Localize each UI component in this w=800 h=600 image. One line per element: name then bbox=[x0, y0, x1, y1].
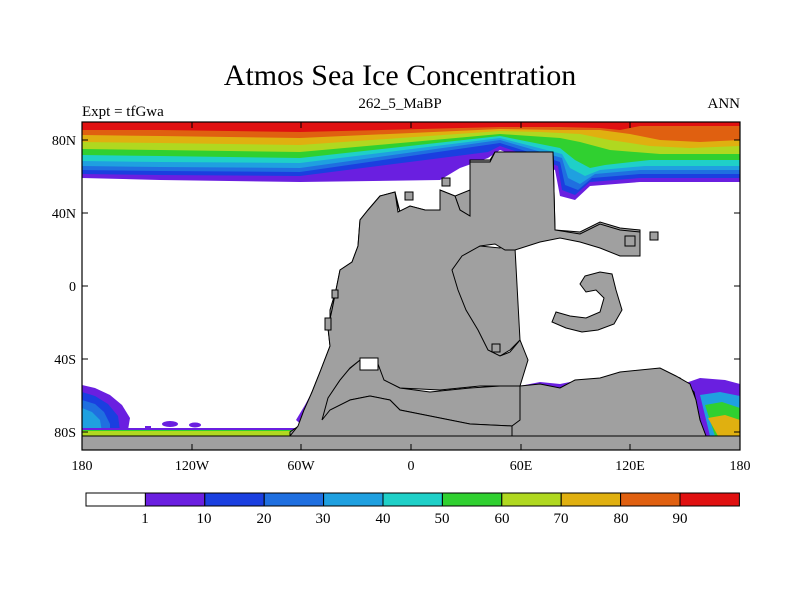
arctic-sea-ice bbox=[82, 122, 740, 200]
small-island bbox=[404, 191, 414, 201]
colorbar-label: 20 bbox=[257, 511, 272, 527]
colorbar-swatch bbox=[263, 492, 325, 507]
colorbar-swatch bbox=[441, 492, 503, 507]
map-title: Atmos Sea Ice Concentration bbox=[223, 59, 577, 92]
colorbar-label: 10 bbox=[197, 511, 212, 527]
ice-fleck bbox=[145, 426, 151, 428]
ice-fleck bbox=[162, 421, 178, 427]
colorbar-swatch bbox=[501, 492, 562, 507]
colorbar-swatch bbox=[620, 492, 681, 507]
coastal-ice-strip-yellow bbox=[82, 431, 312, 436]
lat-label-40n: 40N bbox=[52, 207, 76, 222]
colorbar-label: 50 bbox=[435, 511, 450, 527]
colorbar-label: 90 bbox=[673, 511, 688, 527]
lon-label-180w: 180 bbox=[72, 459, 93, 474]
lon-label-180e: 180 bbox=[730, 459, 751, 474]
small-island bbox=[441, 177, 451, 187]
lat-label-80s: 80S bbox=[54, 426, 76, 441]
colorbar-label: 80 bbox=[614, 511, 629, 527]
colorbar-swatch bbox=[144, 492, 206, 507]
colorbar-labels: 1 10 20 30 40 50 60 70 80 90 bbox=[141, 511, 687, 527]
season-label: ANN bbox=[707, 96, 741, 112]
small-island bbox=[491, 343, 501, 353]
lon-label-60w: 60W bbox=[287, 459, 315, 474]
south-polar-land bbox=[82, 435, 740, 450]
ice-fleck bbox=[189, 422, 201, 428]
lat-label-0: 0 bbox=[69, 280, 76, 295]
lat-label-80n: 80N bbox=[52, 134, 76, 149]
colorbar-label: 40 bbox=[376, 511, 391, 527]
lon-label-120e: 120E bbox=[615, 459, 645, 474]
land-masses bbox=[82, 151, 740, 450]
sw-ice-band-30 bbox=[82, 408, 102, 432]
colorbar: 1 10 20 30 40 50 60 70 80 90 bbox=[85, 492, 740, 527]
colorbar-swatch bbox=[679, 492, 740, 507]
colorbar-swatch bbox=[204, 492, 265, 507]
colorbar-label: 1 bbox=[141, 511, 149, 527]
colorbar-label: 30 bbox=[316, 511, 331, 527]
lat-label-40s: 40S bbox=[54, 353, 76, 368]
longitude-axis: 180 120W 60W 0 60E 120E 180 bbox=[72, 122, 751, 474]
colorbar-swatch bbox=[382, 492, 443, 507]
pangaea-core bbox=[288, 151, 641, 437]
lon-label-120w: 120W bbox=[175, 459, 210, 474]
lon-label-0: 0 bbox=[408, 459, 415, 474]
colorbar-label: 70 bbox=[554, 511, 569, 527]
se-ice-band-70 bbox=[708, 415, 740, 436]
experiment-label: Expt = tfGwa bbox=[82, 104, 164, 120]
latitude-axis: 80N 40N 0 40S 80S bbox=[52, 134, 740, 441]
colorbar-label: 60 bbox=[495, 511, 510, 527]
colorbar-swatch bbox=[85, 492, 146, 507]
lon-label-60e: 60E bbox=[510, 459, 533, 474]
small-island bbox=[624, 235, 636, 247]
time-period-label: 262_5_MaBP bbox=[358, 96, 442, 112]
small-island bbox=[331, 289, 339, 299]
small-island bbox=[324, 317, 332, 331]
small-island bbox=[649, 231, 659, 241]
east-gondwana bbox=[511, 367, 707, 437]
colorbar-swatch bbox=[323, 492, 384, 507]
map-plot-area bbox=[82, 122, 740, 450]
colorbar-swatches bbox=[85, 492, 740, 507]
inland-lake bbox=[359, 357, 379, 371]
colorbar-swatch bbox=[560, 492, 622, 507]
tethys-island bbox=[551, 271, 623, 333]
